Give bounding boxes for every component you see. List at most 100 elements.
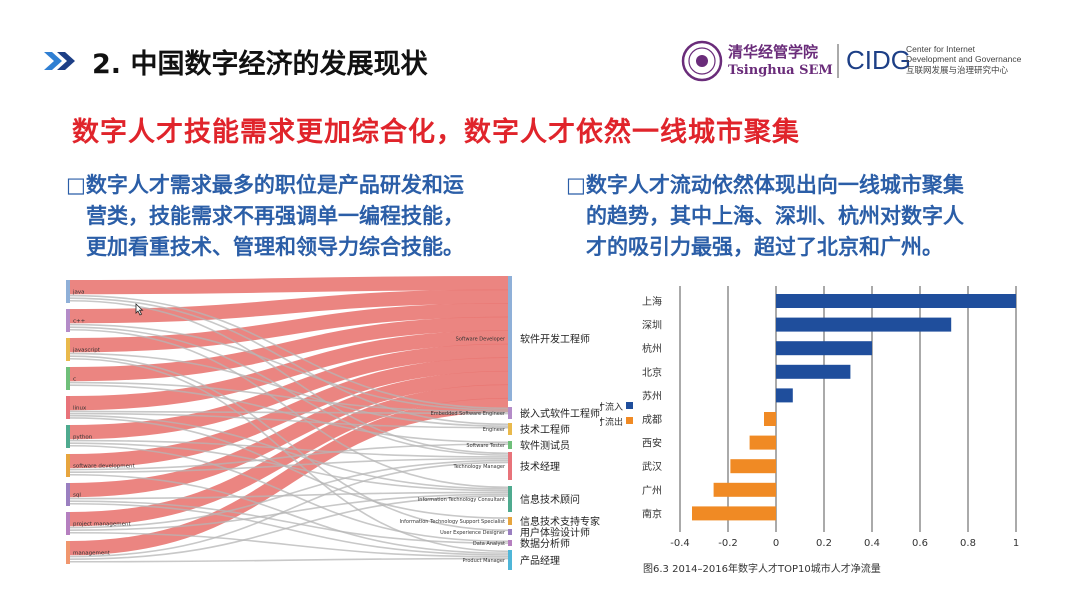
sankey-target-node: [508, 407, 512, 419]
sankey-link: [69, 412, 509, 429]
bullet-left-line: □数字人才需求最多的职位是产品研发和运: [66, 173, 464, 197]
sankey-link: [69, 491, 509, 500]
sankey-target-label-cn: 信息技术支持专家: [520, 515, 600, 528]
legend-swatch: [626, 402, 633, 409]
cidg-en-line1: Center for Internet: [906, 44, 976, 54]
bullet-left-line: 更加看重技术、管理和领导力综合技能。: [86, 235, 464, 259]
sankey-link: [69, 439, 509, 458]
sankey-target-label-en: Embedded Software Engineer: [431, 411, 506, 417]
sankey-target-label-en: Information Technology Support Specialis…: [400, 519, 505, 525]
x-tick-label: 0.4: [864, 538, 880, 549]
sankey-link: [69, 330, 509, 411]
sankey-target-node: [508, 486, 512, 512]
sankey-source-node: [66, 309, 70, 332]
sankey-link: [69, 417, 509, 519]
sankey-target-label-cn: 嵌入式软件工程师: [520, 407, 600, 420]
sankey-target-node: [508, 550, 512, 570]
category-label: 南京: [642, 507, 662, 520]
x-tick-label: -0.2: [718, 538, 738, 549]
sankey-source-label: linux: [73, 406, 87, 412]
bar-axis: -0.4 -0.2 0 0.2 0.4 0.6 0.8 1 上海深圳杭州北京苏州成都西安武汉广州…: [642, 295, 1019, 549]
sankey-link: [69, 276, 509, 295]
legend-swatch: [626, 417, 633, 424]
sankey-target-node: [508, 441, 512, 449]
sankey-link: [69, 531, 509, 558]
bar: [776, 364, 851, 379]
bullet-right-line: 的趋势，其中上海、深圳、杭州对数字人: [586, 204, 964, 228]
sankey-links: [69, 276, 509, 563]
bar: [776, 341, 872, 356]
sankey-target-label-en: Data Analyst: [473, 541, 505, 547]
sankey-target-label-cn: 产品经理: [520, 554, 560, 567]
logo-cn: 清华经管学院: [728, 43, 818, 61]
sankey-link: [69, 384, 509, 444]
sankey-link: [69, 493, 509, 531]
sankey-source-node: [66, 367, 70, 390]
category-label: 上海: [642, 295, 662, 308]
sankey-source-node: [66, 454, 70, 477]
bullet-right-line: 才的吸引力最强，超过了北京和广州。: [586, 235, 943, 259]
sankey-link: [69, 381, 509, 413]
tsinghua-seal-icon: [681, 40, 723, 82]
sankey-link: [69, 297, 509, 426]
bar: [692, 506, 776, 521]
sankey-link: [69, 303, 509, 353]
bar: [749, 435, 776, 450]
sankey-source-label: python: [73, 435, 93, 441]
sankey-source-label: management: [73, 551, 111, 557]
bullet-left: □数字人才需求最多的职位是产品研发和运 营类，技能需求不再强调单一编程技能， 更…: [66, 170, 464, 263]
category-label: 苏州: [642, 389, 662, 402]
bar: [764, 412, 776, 426]
category-label: 北京: [642, 366, 662, 379]
category-label: 西安: [642, 437, 662, 450]
sankey-nodes: java c++ javascript c linux python software de…: [66, 276, 600, 570]
sankey-link: [69, 328, 509, 489]
sankey-source-label: software development: [73, 464, 135, 470]
sankey-link: [69, 355, 509, 532]
chevron-double-icon: [44, 52, 75, 70]
sankey-link: [69, 294, 509, 410]
sankey-target-label-cn: 软件开发工程师: [520, 333, 590, 346]
sankey-target-node: [508, 529, 512, 535]
category-label: 广州: [642, 485, 662, 497]
cidg-en-line2: Development and Governance: [906, 54, 1022, 64]
category-label: 成都: [642, 414, 662, 426]
sankey-target-label-cn: 软件测试员: [520, 439, 570, 452]
bar: [730, 459, 776, 474]
sankey-source-node: [66, 425, 70, 448]
sankey-source-node: [66, 396, 70, 419]
sankey-target-label-en: Technology Manager: [452, 464, 505, 470]
x-tick-label: 0.6: [912, 538, 928, 549]
sankey-target-node: [508, 540, 512, 546]
sankey-link: [69, 326, 509, 456]
x-tick-label: 0.2: [816, 538, 832, 549]
sankey-source-node: [66, 280, 70, 303]
cidg-mark: CIDG: [846, 45, 911, 75]
cidg-cn: 互联网发展与治理研究中心: [906, 65, 1009, 76]
category-label: 武汉: [642, 460, 662, 473]
sankey-source-node: [66, 483, 70, 506]
legend-label: 才流入: [600, 401, 623, 413]
sankey-link: [69, 370, 509, 498]
sankey-link: [69, 323, 509, 411]
sankey-link: [69, 557, 509, 563]
category-label: 杭州: [642, 342, 662, 355]
bullet-left-line: 营类，技能需求不再强调单一编程技能，: [86, 204, 464, 228]
sankey-target-node: [508, 423, 512, 435]
bar: [776, 294, 1016, 308]
sankey-source-label: java: [72, 290, 85, 296]
sankey-target-node: [508, 276, 512, 401]
section-title: 2. 中国数字经济的发展现状: [92, 49, 428, 80]
sankey-target-label-cn: 数据分析师: [520, 537, 570, 550]
sankey-target-node: [508, 517, 512, 525]
sankey-target-label-en: Engineer: [483, 427, 506, 433]
sankey-target-label-en: User Experience Designer: [440, 530, 506, 536]
bar: [713, 482, 776, 497]
sankey-source-node: [66, 512, 70, 535]
sankey-link: [69, 461, 509, 558]
sankey-link: [69, 473, 509, 554]
sankey-source-node: [66, 338, 70, 361]
sankey-target-label-en: Software Developer: [456, 337, 506, 343]
headline: 数字人才技能需求更加综合化，数字人才依然一线城市聚集: [72, 117, 800, 148]
